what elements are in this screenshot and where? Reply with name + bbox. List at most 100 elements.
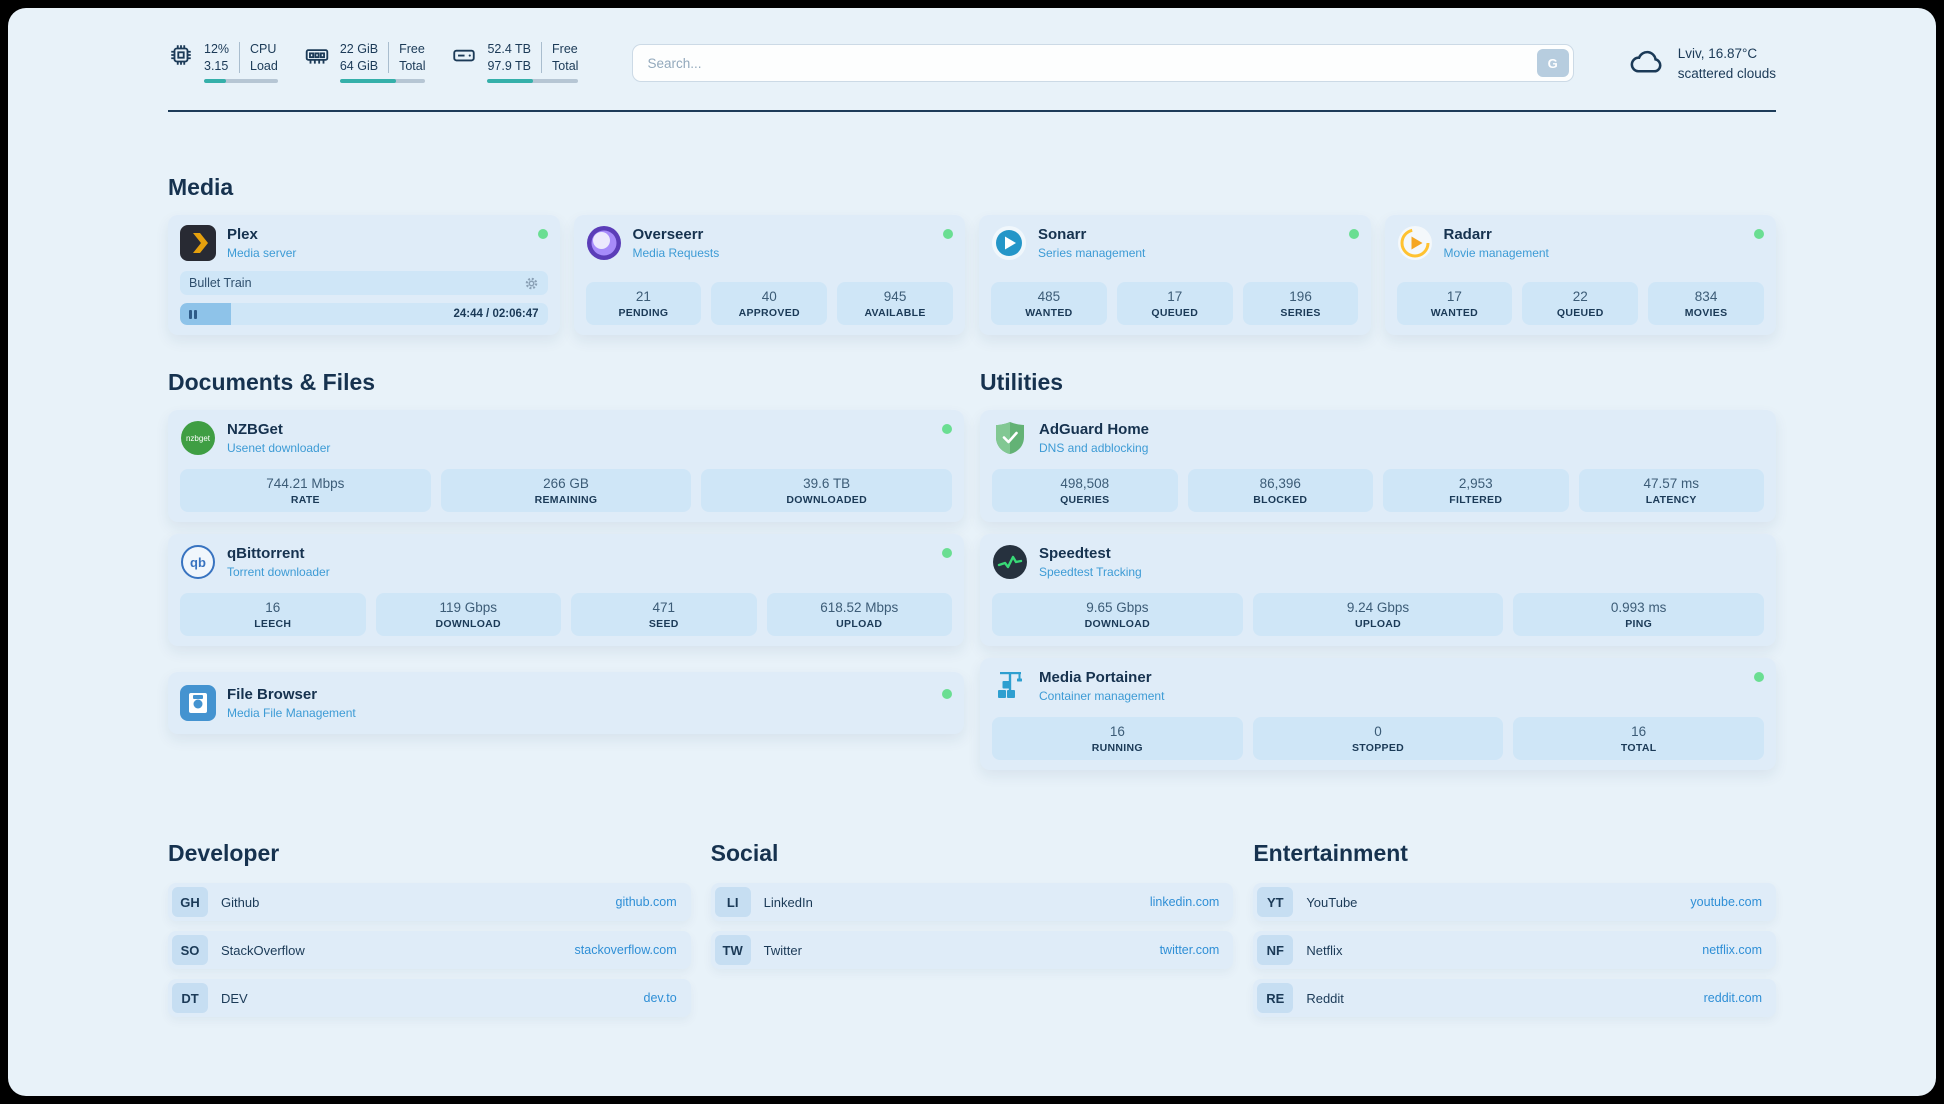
- stat-box: 17 WANTED: [1396, 282, 1513, 325]
- bookmark-abbr: TW: [714, 935, 751, 965]
- stat-label: AVAILABLE: [864, 307, 926, 319]
- qbittorrent-card[interactable]: qb qBittorrent Torrent downloader 16 LEE…: [168, 534, 964, 646]
- stat-box: 471 SEED: [571, 593, 757, 636]
- stat-label: SEED: [648, 618, 679, 630]
- player-time: 24:44 / 02:06:47: [453, 308, 539, 320]
- disk-free-value: 52.4 TB: [487, 42, 532, 56]
- stat-label: BLOCKED: [1253, 494, 1308, 506]
- plex-card[interactable]: Plex Media server Bullet Train 24:44 / 0…: [168, 215, 560, 335]
- social-column: Social LI LinkedIn linkedin.com TW Twitt…: [710, 840, 1234, 1027]
- app-name: Sonarr: [1038, 226, 1087, 243]
- bookmark-reddit[interactable]: RE Reddit reddit.com: [1253, 979, 1776, 1017]
- search-provider-button[interactable]: G: [1536, 49, 1569, 77]
- disk-total-label: Total: [552, 59, 579, 73]
- stat-label: RUNNING: [1091, 742, 1143, 754]
- disk-widget-divider: [541, 42, 543, 73]
- developer-section-heading: Developer: [168, 840, 280, 866]
- player-progress-fill: [180, 303, 232, 325]
- bookmark-youtube[interactable]: YT YouTube youtube.com: [1253, 883, 1776, 921]
- stat-box: 16 RUNNING: [992, 717, 1243, 760]
- stat-value: 47.57 ms: [1643, 476, 1700, 491]
- bookmark-name: Github: [221, 894, 260, 910]
- adguard-card[interactable]: AdGuard Home DNS and adblocking 498,508 …: [980, 410, 1776, 522]
- cpu-usage-label: CPU: [250, 42, 277, 56]
- developer-column: Developer GH Github github.com SO StackO…: [168, 840, 691, 1027]
- cpu-usage-value: 12%: [204, 42, 230, 56]
- cpu-progress-fill: [204, 79, 227, 83]
- stat-box: 16 LEECH: [180, 593, 366, 636]
- stat-box: 119 Gbps DOWNLOAD: [375, 593, 561, 636]
- status-dot: [943, 229, 953, 239]
- bookmark-dev[interactable]: DT DEV dev.to: [168, 979, 691, 1017]
- stat-label: RATE: [290, 494, 320, 506]
- memory-widget: 22 GiB 64 GiB Free Total: [304, 42, 426, 83]
- search-input[interactable]: [632, 44, 1574, 82]
- stat-value: 40: [761, 289, 777, 304]
- disk-progress-bar: [487, 79, 579, 83]
- player-progress-bar[interactable]: 24:44 / 02:06:47: [180, 303, 548, 325]
- cpu-load-value: 3.15: [204, 59, 229, 73]
- stat-box: 618.52 Mbps UPLOAD: [766, 593, 952, 636]
- nzbget-card[interactable]: nzbget NZBGet Usenet downloader 744.21 M…: [168, 410, 964, 522]
- stat-box: 834 MOVIES: [1648, 282, 1764, 325]
- overseerr-icon: [586, 225, 622, 261]
- speedtest-icon: [992, 544, 1028, 580]
- gear-icon[interactable]: [524, 276, 539, 291]
- stat-value: 17: [1446, 289, 1462, 304]
- bookmark-stackoverflow[interactable]: SO StackOverflow stackoverflow.com: [168, 931, 691, 969]
- app-name: NZBGet: [227, 421, 283, 438]
- status-dot: [942, 689, 952, 699]
- stat-label: APPROVED: [738, 307, 800, 319]
- stat-value: 0.993 ms: [1610, 600, 1667, 615]
- filebrowser-card[interactable]: File Browser Media File Management: [168, 672, 964, 734]
- app-subtitle: Movie management: [1443, 246, 1549, 260]
- stat-label: LATENCY: [1645, 494, 1697, 506]
- speedtest-card[interactable]: Speedtest Speedtest Tracking 9.65 Gbps D…: [980, 534, 1776, 646]
- pause-icon[interactable]: [189, 309, 197, 319]
- stat-value: 485: [1037, 289, 1061, 304]
- bookmark-url: reddit.com: [1703, 991, 1762, 1005]
- bookmark-abbr: LI: [714, 887, 751, 917]
- stat-box: 0 STOPPED: [1252, 717, 1504, 760]
- bookmark-linkedin[interactable]: LI LinkedIn linkedin.com: [710, 883, 1234, 921]
- stat-label: MOVIES: [1684, 307, 1728, 319]
- stat-box: 17 QUEUED: [1116, 282, 1233, 325]
- app-subtitle: Media Requests: [632, 246, 720, 260]
- status-dot: [1348, 229, 1359, 239]
- bookmark-twitter[interactable]: TW Twitter twitter.com: [710, 931, 1234, 969]
- stat-box: 945 AVAILABLE: [837, 282, 953, 325]
- stat-label: SERIES: [1280, 307, 1321, 319]
- bookmark-url: stackoverflow.com: [574, 943, 677, 957]
- portainer-card[interactable]: Media Portainer Container management 16 …: [980, 658, 1776, 770]
- stat-value: 16: [1109, 724, 1125, 739]
- bookmark-url: linkedin.com: [1149, 895, 1220, 909]
- radarr-card[interactable]: Radarr Movie management 17 WANTED 22 QUE…: [1384, 215, 1776, 335]
- bookmark-netflix[interactable]: NF Netflix netflix.com: [1253, 931, 1776, 969]
- cpu-icon: [168, 42, 194, 68]
- stat-value: 16: [1631, 724, 1647, 739]
- weather-condition: scattered clouds: [1677, 65, 1776, 81]
- qbittorrent-icon: qb: [180, 544, 216, 580]
- cpu-load-label: Load: [250, 59, 278, 73]
- overseerr-card[interactable]: Overseerr Media Requests 21 PENDING 40 A…: [573, 215, 965, 335]
- bookmark-github[interactable]: GH Github github.com: [168, 883, 691, 921]
- social-section-heading: Social: [710, 840, 779, 866]
- utilities-section-heading: Utilities: [980, 369, 1064, 395]
- sonarr-card[interactable]: Sonarr Series management 485 WANTED 17 Q…: [979, 215, 1371, 335]
- radarr-icon: [1397, 225, 1433, 261]
- app-subtitle: Torrent downloader: [227, 565, 330, 579]
- filebrowser-icon: [180, 685, 216, 721]
- utilities-column: Utilities AdGuard Home DNS and adblockin…: [980, 369, 1776, 770]
- adguard-icon: [992, 420, 1028, 456]
- stat-value: 618.52 Mbps: [820, 600, 899, 615]
- stat-value: 9.24 Gbps: [1346, 600, 1410, 615]
- app-subtitle: Usenet downloader: [227, 441, 331, 455]
- app-name: Overseerr: [632, 226, 704, 243]
- disk-icon: [451, 42, 477, 68]
- cpu-widget: 12% 3.15 CPU Load: [168, 42, 278, 83]
- stat-box: 40 APPROVED: [711, 282, 828, 325]
- app-name: AdGuard Home: [1039, 421, 1150, 438]
- app-subtitle: Series management: [1038, 246, 1146, 260]
- media-section-heading: Media: [168, 174, 234, 200]
- documents-column: Documents & Files nzbget NZBGet Usenet d…: [168, 369, 964, 770]
